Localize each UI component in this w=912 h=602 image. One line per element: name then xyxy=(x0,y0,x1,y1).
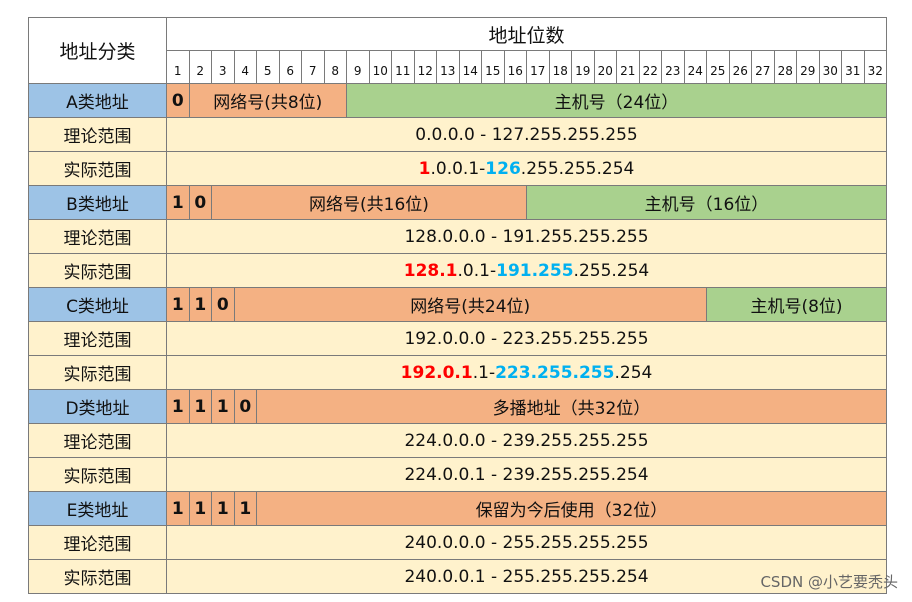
watermark: CSDN @小艺要秃头 xyxy=(760,573,898,591)
bit-number: 7 xyxy=(302,51,325,84)
class-name: E类地址 xyxy=(28,492,167,526)
bit-number: 23 xyxy=(662,51,685,84)
bit-number: 14 xyxy=(459,51,482,84)
prefix-bit: 1 xyxy=(167,288,190,322)
prefix-bit: 1 xyxy=(167,186,190,220)
bit-number: 2 xyxy=(189,51,212,84)
theory-range-label: 理论范围 xyxy=(28,424,167,458)
bit-number: 13 xyxy=(437,51,460,84)
range-end-rest: .255.255.254 xyxy=(520,158,635,179)
actual-range-label: 实际范围 xyxy=(28,560,167,594)
class-span-field: 保留为今后使用（32位） xyxy=(257,492,887,526)
class-name: B类地址 xyxy=(28,186,167,220)
range-separator: - xyxy=(488,362,496,383)
prefix-bit: 1 xyxy=(167,390,190,424)
actual-range-value: 128.1.0.1 - 191.255.255.254 xyxy=(167,254,887,288)
actual-range-value: 224.0.0.1 - 239.255.255.254 xyxy=(167,458,887,492)
bit-number: 32 xyxy=(864,51,887,84)
range-end-highlight: 126 xyxy=(485,158,521,179)
prefix-bit: 1 xyxy=(212,492,235,526)
bit-number: 27 xyxy=(752,51,775,84)
prefix-bit: 1 xyxy=(167,492,190,526)
class-span-field: 多播地址（共32位） xyxy=(257,390,887,424)
address-bits-header: 地址位数 xyxy=(167,17,887,51)
bit-number: 16 xyxy=(504,51,527,84)
bit-number: 18 xyxy=(549,51,572,84)
address-category-header: 地址分类 xyxy=(28,17,167,84)
theory-range-value: 128.0.0.0 - 191.255.255.255 xyxy=(167,220,887,254)
bit-number: 28 xyxy=(774,51,797,84)
bit-number: 25 xyxy=(707,51,730,84)
theory-range-value: 240.0.0.0 - 255.255.255.255 xyxy=(167,526,887,560)
range-start-rest: .1 xyxy=(472,362,489,383)
host-id-field: 主机号(8位) xyxy=(707,288,887,322)
theory-range-value: 224.0.0.0 - 239.255.255.255 xyxy=(167,424,887,458)
bit-number: 20 xyxy=(594,51,617,84)
ip-address-class-table: 地址分类 地址位数 1 2 3 4 5 6 7 8 9 10 11 12 13 14 15 16 17 18 19 2… xyxy=(28,17,887,594)
bit-number: 17 xyxy=(527,51,550,84)
class-name: C类地址 xyxy=(28,288,167,322)
bit-number: 29 xyxy=(797,51,820,84)
prefix-bit: 1 xyxy=(189,492,212,526)
bit-number: 8 xyxy=(324,51,347,84)
range-separator: - xyxy=(479,158,486,179)
bit-number: 10 xyxy=(369,51,392,84)
bit-number: 21 xyxy=(617,51,640,84)
actual-range-label: 实际范围 xyxy=(28,356,167,390)
prefix-bit: 1 xyxy=(234,492,257,526)
network-id-field: 网络号(共8位) xyxy=(189,84,347,118)
bit-number: 22 xyxy=(639,51,662,84)
host-id-field: 主机号（24位） xyxy=(347,84,887,118)
bit-number: 15 xyxy=(482,51,505,84)
prefix-bit: 1 xyxy=(189,288,212,322)
actual-range-value: 1.0.0.1 - 126.255.255.254 xyxy=(167,152,887,186)
network-id-field: 网络号(共16位) xyxy=(212,186,527,220)
actual-range-label: 实际范围 xyxy=(28,152,167,186)
host-id-field: 主机号（16位） xyxy=(527,186,887,220)
range-end-highlight: 191.255 xyxy=(496,260,574,281)
bit-number: 4 xyxy=(234,51,257,84)
class-name: D类地址 xyxy=(28,390,167,424)
range-end-highlight: 223.255.255 xyxy=(495,362,615,383)
bit-number: 19 xyxy=(572,51,595,84)
bit-number: 6 xyxy=(279,51,302,84)
actual-range-value: 240.0.0.1 - 255.255.255.254 xyxy=(167,560,887,594)
bit-number: 1 xyxy=(167,51,190,84)
bit-number: 24 xyxy=(684,51,707,84)
bit-number: 12 xyxy=(414,51,437,84)
class-name: A类地址 xyxy=(28,84,167,118)
bit-number: 9 xyxy=(347,51,370,84)
theory-range-value: 192.0.0.0 - 223.255.255.255 xyxy=(167,322,887,356)
prefix-bit: 0 xyxy=(189,186,212,220)
theory-range-label: 理论范围 xyxy=(28,220,167,254)
theory-range-value: 0.0.0.0 - 127.255.255.255 xyxy=(167,118,887,152)
bit-number: 31 xyxy=(842,51,865,84)
bit-number: 3 xyxy=(212,51,235,84)
range-start-rest: .0.1 xyxy=(457,260,490,281)
actual-range-label: 实际范围 xyxy=(28,254,167,288)
range-separator: - xyxy=(489,260,497,281)
bit-number: 5 xyxy=(257,51,280,84)
actual-range-label: 实际范围 xyxy=(28,458,167,492)
range-start-highlight: 1 xyxy=(418,158,431,179)
prefix-bit: 1 xyxy=(189,390,212,424)
bit-number: 11 xyxy=(392,51,415,84)
range-start-rest: .0.0.1 xyxy=(430,158,480,179)
prefix-bit: 0 xyxy=(167,84,190,118)
theory-range-label: 理论范围 xyxy=(28,322,167,356)
network-id-field: 网络号(共24位) xyxy=(234,288,707,322)
prefix-bit: 1 xyxy=(212,390,235,424)
bit-number: 30 xyxy=(819,51,842,84)
range-start-highlight: 192.0.1 xyxy=(400,362,473,383)
range-end-rest: .254 xyxy=(614,362,653,383)
theory-range-label: 理论范围 xyxy=(28,118,167,152)
range-end-rest: .255.254 xyxy=(573,260,650,281)
theory-range-label: 理论范围 xyxy=(28,526,167,560)
actual-range-value: 192.0.1.1 - 223.255.255.254 xyxy=(167,356,887,390)
bit-number: 26 xyxy=(729,51,752,84)
range-start-highlight: 128.1 xyxy=(403,260,458,281)
prefix-bit: 0 xyxy=(234,390,257,424)
prefix-bit: 0 xyxy=(212,288,235,322)
